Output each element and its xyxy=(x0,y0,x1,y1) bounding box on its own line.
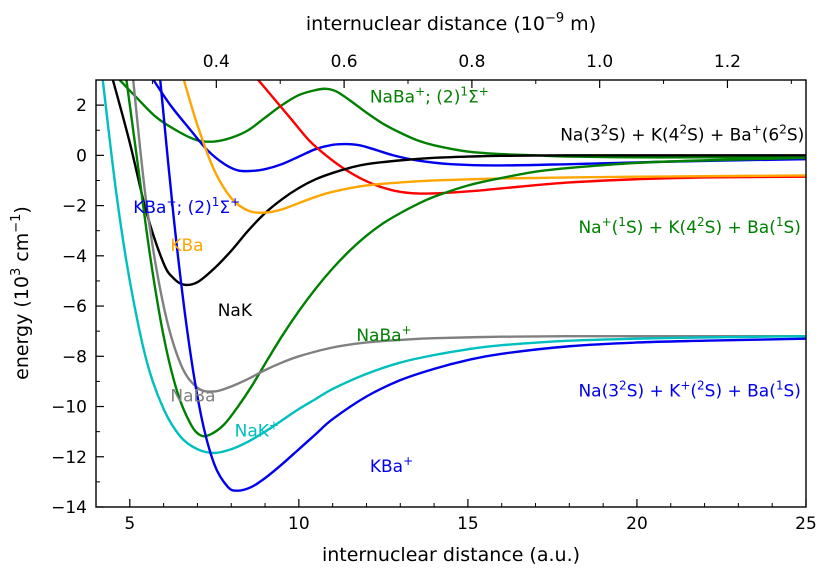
series-line-5 xyxy=(125,80,806,438)
series-line-8 xyxy=(159,80,806,492)
y-tick-label: −2 xyxy=(62,197,87,217)
top-axis-label: internuclear distance (10−9 m) xyxy=(306,11,596,35)
annotation-nabap2: NaBa+; (2)1Σ+ xyxy=(370,85,489,108)
top-axis-label-exponent: −9 xyxy=(545,11,564,26)
x-tick-label: 25 xyxy=(795,514,817,534)
y-tick-label: 2 xyxy=(76,96,87,116)
y-tick-label: −6 xyxy=(62,297,87,317)
series-line-2 xyxy=(257,80,806,195)
axis-ticks: 5 10 15 20 25 −14 −12 −10 −8 −6 −4 −2 0 2 0.4 0.6 0.8 1.0… xyxy=(51,52,817,534)
curves-group xyxy=(101,80,806,492)
y-tick-label: −8 xyxy=(62,347,87,367)
y-tick-label: −10 xyxy=(51,398,87,418)
y-axis-label-close: ) xyxy=(11,206,33,213)
annotation-asym2: Na(32S) + K+(2S) + Ba(1S) xyxy=(578,378,800,401)
y-tick-label: −14 xyxy=(51,498,87,518)
series-line-6 xyxy=(131,80,806,393)
annotation-kba: KBa xyxy=(170,236,203,256)
annotation-asym1: Na+(1S) + K(42S) + Ba(1S) xyxy=(578,215,800,238)
y-tick-label: 0 xyxy=(76,146,87,166)
x-tick-label: 20 xyxy=(626,514,648,534)
top-axis-label-text: internuclear distance (10 xyxy=(306,13,545,35)
series-line-1 xyxy=(152,80,806,173)
top-tick-label: 0.6 xyxy=(331,52,358,72)
annotation-kbap: KBa+ xyxy=(370,454,413,477)
y-axis-label: energy (103 cm−1) xyxy=(9,206,33,380)
x-axis-label: internuclear distance (a.u.) xyxy=(322,544,580,566)
annotations-group: NaBa+; (2)1Σ+ Na(32S) + K(42S) + Ba+(62S)… xyxy=(133,85,804,477)
annotation-nak: NaK xyxy=(218,301,253,321)
y-tick-label: −4 xyxy=(62,247,87,267)
annotation-nabap: NaBa+ xyxy=(356,323,411,346)
top-tick-label: 0.8 xyxy=(458,52,485,72)
top-tick-label: 1.2 xyxy=(714,52,741,72)
top-tick-label: 1.0 xyxy=(586,52,613,72)
x-tick-label: 10 xyxy=(288,514,310,534)
y-axis-label-text: energy (10 xyxy=(11,276,33,380)
annotation-kbap2: KBa+; (2)1Σ+ xyxy=(133,195,240,218)
annotation-asym0: Na(32S) + K(42S) + Ba+(62S) xyxy=(560,122,804,145)
y-axis-label-unit: cm xyxy=(11,233,33,268)
annotation-naba: NaBa xyxy=(170,387,215,407)
annotation-nakp: NaK+ xyxy=(235,419,279,442)
series-line-4 xyxy=(182,80,806,214)
top-axis-label-unit: m) xyxy=(564,13,596,35)
top-tick-label: 0.4 xyxy=(203,52,230,72)
series-line-7 xyxy=(101,80,806,455)
y-tick-label: −12 xyxy=(51,448,87,468)
x-tick-label: 15 xyxy=(457,514,479,534)
y-axis-label-unit-exponent: −1 xyxy=(9,214,24,233)
x-tick-label: 5 xyxy=(124,514,135,534)
plot-frame xyxy=(95,79,807,508)
y-axis-label-exponent: 3 xyxy=(9,268,24,276)
series-line-3 xyxy=(111,80,806,287)
